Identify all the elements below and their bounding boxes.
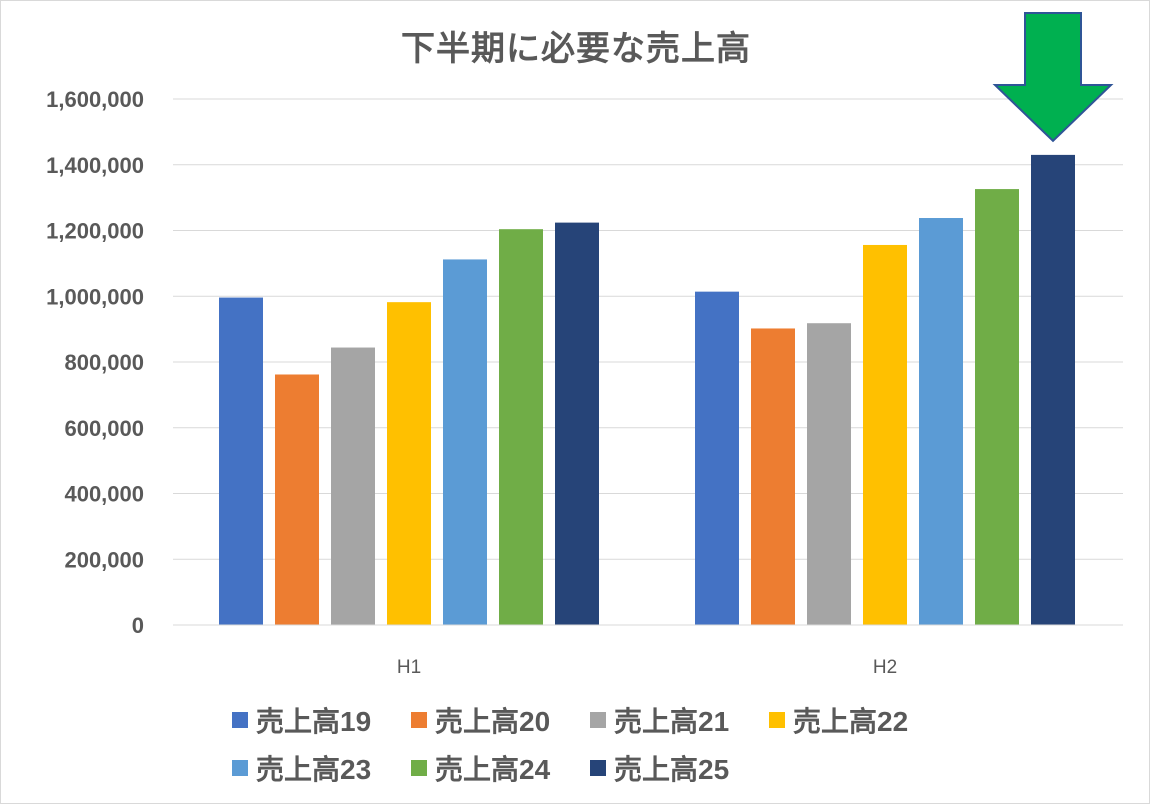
bar	[751, 328, 795, 625]
bar	[1031, 154, 1075, 625]
bar	[275, 374, 319, 625]
bar	[975, 189, 1019, 625]
bar	[807, 323, 851, 625]
bar	[499, 229, 543, 625]
x-axis: H1 H2	[173, 624, 1123, 678]
y-tick-label: 200,000	[64, 547, 144, 572]
bar	[555, 222, 599, 626]
bar	[695, 291, 739, 625]
legend-label: 売上高21	[614, 706, 729, 737]
legend-label: 売上高25	[614, 754, 729, 785]
down-arrow-icon	[992, 12, 1114, 143]
legend-swatch	[232, 712, 248, 728]
bar	[863, 244, 907, 625]
legend: 売上高19 売上高20 売上高21 売上高22 売上高23 売上高24 売上高25	[232, 706, 908, 785]
legend-swatch	[232, 760, 248, 776]
legend-label: 売上高19	[256, 706, 371, 737]
x-tick-label: H1	[397, 657, 421, 678]
bar	[387, 302, 431, 625]
legend-label: 売上高22	[793, 706, 908, 737]
bar	[443, 259, 487, 625]
bar	[331, 347, 375, 625]
legend-swatch	[590, 712, 606, 728]
legend-label: 売上高20	[435, 706, 550, 737]
y-tick-label: 1,000,000	[46, 284, 144, 309]
chart-title: 下半期に必要な売上高	[401, 29, 751, 69]
legend-swatch	[411, 712, 427, 728]
y-tick-label: 1,200,000	[46, 219, 144, 244]
y-tick-label: 400,000	[64, 482, 144, 507]
legend-swatch	[411, 760, 427, 776]
annotation	[992, 12, 1114, 143]
x-tick-label: H2	[873, 657, 897, 678]
y-tick-label: 600,000	[64, 416, 144, 441]
y-tick-label: 1,400,000	[46, 153, 144, 178]
legend-label: 売上高24	[435, 754, 551, 785]
y-tick-label: 800,000	[64, 350, 144, 375]
y-axis: 0 200,000 400,000 600,000 800,000 1,000,000 1,…	[46, 87, 144, 638]
legend-swatch	[590, 760, 606, 776]
legend-label: 売上高23	[256, 754, 371, 785]
bars	[219, 154, 1075, 626]
bar	[919, 218, 963, 625]
bar	[219, 297, 263, 625]
y-tick-label: 0	[132, 613, 144, 638]
y-tick-label: 1,600,000	[46, 87, 144, 112]
legend-swatch	[769, 712, 785, 728]
